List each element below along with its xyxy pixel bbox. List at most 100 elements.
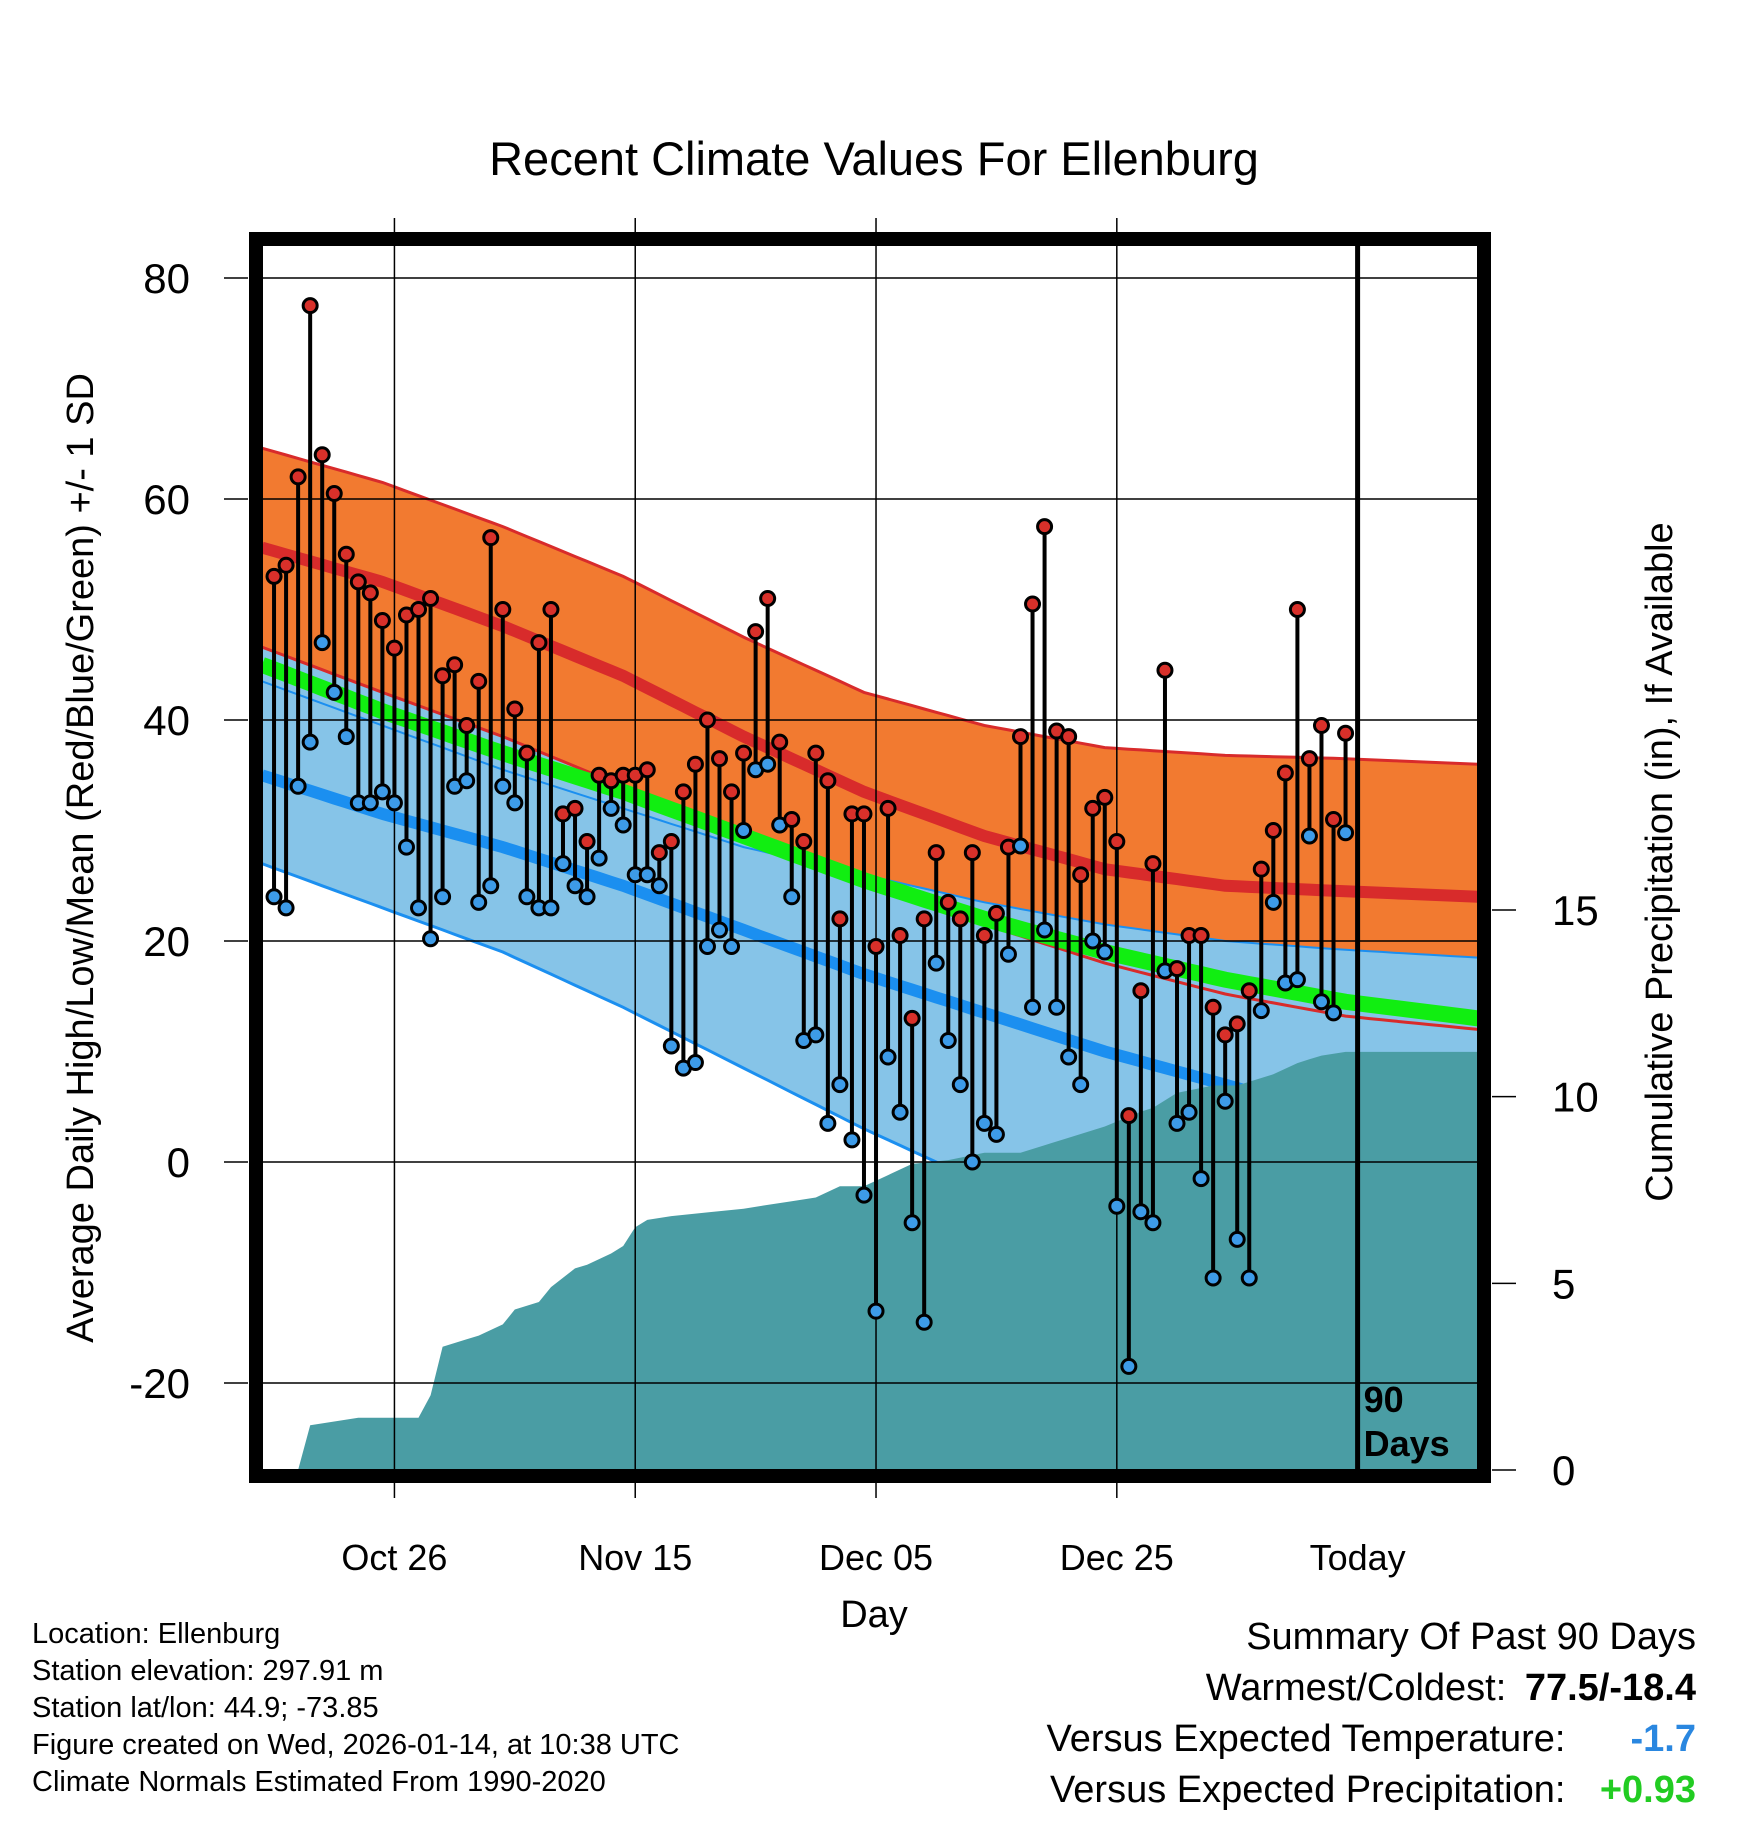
location-text: Location: Ellenburg [32, 1618, 281, 1650]
daily-high-point [1264, 822, 1282, 839]
daily-high-point [686, 755, 704, 773]
daily-high-point [470, 672, 488, 690]
daily-high-point [1337, 724, 1355, 742]
daily-high-point [434, 667, 452, 685]
daily-high-point [723, 783, 741, 801]
daily-high-point [337, 545, 355, 563]
daily-low-point [542, 899, 560, 917]
daily-low-point [265, 888, 283, 906]
daily-high-point [711, 750, 729, 768]
daily-low-point [590, 849, 608, 867]
daily-high-point [662, 833, 680, 851]
daily-low-point [759, 755, 777, 773]
daily-high-point [1132, 982, 1150, 1000]
daily-high-point [1192, 926, 1210, 944]
daily-high-point [313, 446, 331, 464]
daily-low-point [1325, 1004, 1343, 1022]
daily-high-point [446, 656, 464, 674]
y2-tick-label: 15 [1552, 887, 1599, 934]
daily-high-point [265, 567, 283, 585]
daily-high-point [1168, 960, 1186, 978]
daily-high-point [807, 744, 825, 762]
daily-low-point [289, 777, 307, 795]
daily-low-point [686, 1054, 704, 1072]
daily-high-point [975, 926, 993, 944]
daily-high-point [879, 799, 897, 817]
temp-value: -1.7 [1630, 1718, 1696, 1760]
daily-low-point [277, 899, 295, 917]
daily-low-point [1132, 1203, 1150, 1221]
summary-panel: Summary Of Past 90 Days Warmest/Coldest:… [1047, 1612, 1696, 1816]
daily-low-point [927, 954, 945, 972]
daily-high-point [747, 623, 765, 641]
daily-high-point [891, 926, 909, 944]
daily-low-point [337, 728, 355, 746]
daily-high-point [951, 910, 969, 928]
daily-high-point [1072, 866, 1090, 884]
daily-high-point [855, 805, 873, 823]
daily-low-point [855, 1186, 873, 1204]
daily-high-point [1060, 728, 1078, 746]
temp-label: Versus Expected Temperature: [1046, 1718, 1566, 1760]
daily-low-point [1036, 921, 1054, 939]
daily-low-point [1060, 1048, 1078, 1066]
daily-high-point [927, 844, 945, 862]
daily-high-point [1036, 518, 1054, 536]
daily-low-point [301, 733, 319, 751]
daily-low-point [361, 794, 379, 812]
daily-low-point [711, 921, 729, 939]
daily-high-point [771, 733, 789, 751]
daily-high-point [1024, 595, 1042, 613]
daily-low-point [554, 855, 572, 873]
daily-low-point [518, 888, 536, 906]
x-tick-label: Dec 05 [819, 1537, 933, 1578]
daily-high-point [831, 910, 849, 928]
daily-high-point [277, 556, 295, 574]
daily-low-point [1252, 1002, 1270, 1020]
y-tick-label: 40 [143, 697, 190, 744]
daily-high-point [1084, 799, 1102, 817]
daily-high-point [1204, 998, 1222, 1016]
daily-low-point [1011, 837, 1029, 855]
daily-low-point [1084, 932, 1102, 950]
daily-high-point [458, 717, 476, 735]
y-tick-label: 20 [143, 918, 190, 965]
daily-low-point [783, 888, 801, 906]
daily-low-point [1300, 827, 1318, 845]
daily-low-point [650, 877, 668, 895]
daily-high-point [1156, 661, 1174, 679]
daily-low-point [410, 899, 428, 917]
daily-low-point [1072, 1076, 1090, 1094]
daily-low-point [1264, 893, 1282, 911]
daily-low-point [1240, 1269, 1258, 1287]
daily-high-point [1325, 810, 1343, 828]
daily-high-point [1228, 1015, 1246, 1033]
daily-high-point [482, 529, 500, 547]
daily-high-point [987, 904, 1005, 922]
daily-high-point [915, 910, 933, 928]
daily-high-point [903, 1009, 921, 1027]
y-tick-label: -20 [129, 1360, 190, 1407]
daily-low-point [470, 893, 488, 911]
daily-low-point [385, 794, 403, 812]
daily-low-point [1288, 971, 1306, 989]
daily-high-point [1096, 788, 1114, 806]
created-text: Figure created on Wed, 2026-01-14, at 10… [32, 1729, 680, 1761]
daily-low-point [1180, 1103, 1198, 1121]
precip-value: +0.93 [1599, 1769, 1696, 1811]
daily-low-point [602, 799, 620, 817]
daily-low-point [1120, 1357, 1138, 1375]
daily-low-point [879, 1048, 897, 1066]
daily-low-point [1192, 1170, 1210, 1188]
daily-high-point [1288, 601, 1306, 618]
x-tick-label: Nov 15 [578, 1537, 692, 1578]
daily-low-point [1204, 1269, 1222, 1287]
x-axis-label: Day [840, 1594, 908, 1636]
precip-label: Versus Expected Precipitation: [1050, 1769, 1566, 1811]
station-info: Location: Ellenburg Station elevation: 2… [32, 1616, 680, 1801]
daily-high-point [385, 639, 403, 657]
daily-high-point [1312, 717, 1330, 735]
daily-high-point [1108, 833, 1126, 851]
daily-low-point [1337, 824, 1355, 842]
daily-high-point [1011, 728, 1029, 746]
